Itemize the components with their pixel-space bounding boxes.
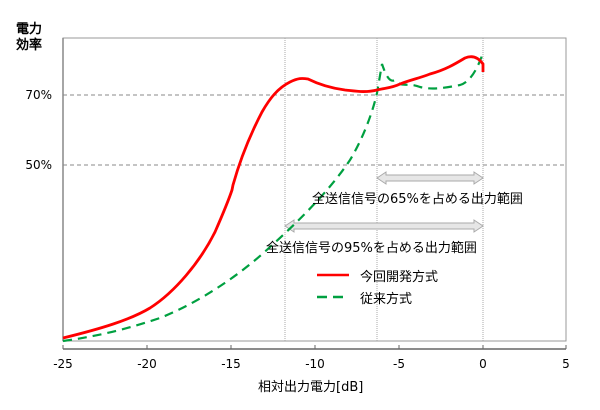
x-tick-minus15: -15 bbox=[221, 357, 241, 371]
x-tick-minus25: -25 bbox=[53, 357, 73, 371]
x-tick-minus20: -20 bbox=[137, 357, 157, 371]
series-new-method bbox=[62, 55, 485, 340]
y-axis-title-line2: 効率 bbox=[16, 38, 43, 53]
annotation-range-95: 全送信信号の95%を占める出力範囲 bbox=[266, 241, 477, 256]
x-tick-minus5: -5 bbox=[393, 357, 405, 371]
x-tick-minus10: -10 bbox=[305, 357, 325, 371]
x-ticks bbox=[62, 345, 567, 349]
x-tick-5: 5 bbox=[562, 357, 570, 371]
x-axis-title: 相対出力電力[dB] bbox=[258, 380, 364, 395]
y-tick-70: 70% bbox=[25, 88, 52, 102]
range-95-arrow bbox=[284, 219, 484, 233]
annotation-range-65: 全送信信号の65%を占める出力範囲 bbox=[312, 192, 523, 207]
y-axis-title-line1: 電力 bbox=[16, 22, 43, 37]
y-axis-title: 電力 効率 bbox=[16, 22, 42, 54]
legend-label-conventional: 従来方式 bbox=[360, 292, 413, 307]
legend-label-new-method: 今回開発方式 bbox=[360, 270, 439, 285]
range-65-arrow bbox=[376, 171, 484, 185]
x-tick-0: 0 bbox=[479, 357, 487, 371]
series-conventional bbox=[62, 52, 485, 343]
y-tick-50: 50% bbox=[25, 158, 52, 172]
